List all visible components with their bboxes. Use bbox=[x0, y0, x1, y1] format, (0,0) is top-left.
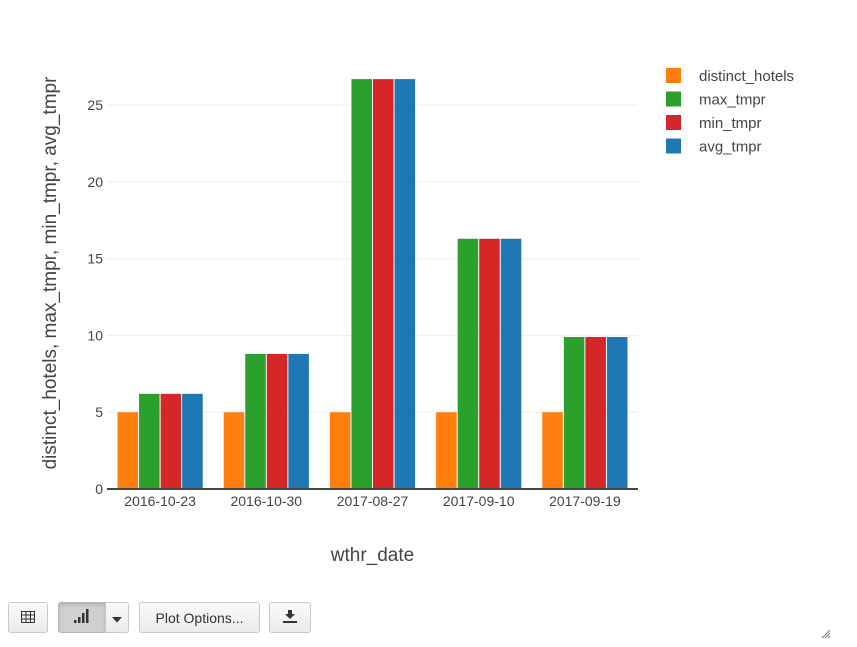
bar-max-tmpr[interactable] bbox=[457, 238, 479, 489]
download-button[interactable] bbox=[269, 602, 311, 633]
legend-swatch[interactable] bbox=[666, 91, 681, 107]
bar-max-tmpr[interactable] bbox=[139, 393, 160, 489]
plot-options-label: Plot Options... bbox=[155, 609, 244, 626]
legend-label[interactable]: avg_tmpr bbox=[699, 139, 762, 156]
x-tick-label: 2017-09-10 bbox=[443, 493, 515, 509]
bar-min-tmpr[interactable] bbox=[266, 353, 288, 489]
legend-swatch[interactable] bbox=[666, 138, 681, 154]
bar-max-tmpr[interactable] bbox=[351, 79, 372, 489]
bar-chart: 0 5 10 15 20 25 2016-10-23 2016-10-30 2017-08-2… bbox=[40, 68, 794, 566]
bar-min-tmpr[interactable] bbox=[585, 337, 606, 489]
bar-distinct-hotels[interactable] bbox=[436, 412, 457, 489]
x-tick-label: 2017-09-19 bbox=[549, 493, 621, 509]
legend[interactable]: distinct_hotels max_tmpr min_tmpr avg_tmpr bbox=[666, 68, 794, 156]
download-icon bbox=[283, 609, 297, 626]
bar-distinct-hotels[interactable] bbox=[329, 412, 351, 489]
table-icon bbox=[21, 610, 35, 626]
chart-view-button[interactable] bbox=[58, 602, 106, 633]
bar-min-tmpr[interactable] bbox=[160, 393, 182, 489]
chart-type-dropdown[interactable] bbox=[105, 602, 129, 633]
y-tick-labels: 0 5 10 15 20 25 bbox=[87, 97, 103, 497]
bar-min-tmpr[interactable] bbox=[479, 238, 500, 489]
bar-avg-tmpr[interactable] bbox=[288, 353, 309, 489]
legend-swatch[interactable] bbox=[666, 115, 681, 130]
y-tick-label: 15 bbox=[87, 251, 103, 267]
x-tick-label: 2016-10-30 bbox=[230, 493, 302, 509]
bar-avg-tmpr[interactable] bbox=[500, 238, 522, 489]
resize-grip-icon[interactable] bbox=[821, 626, 831, 639]
legend-label[interactable]: max_tmpr bbox=[699, 92, 766, 109]
y-tick-label: 10 bbox=[87, 327, 103, 343]
bars bbox=[117, 79, 628, 489]
y-tick-label: 5 bbox=[95, 404, 103, 420]
legend-swatch[interactable] bbox=[666, 68, 681, 83]
plot-options-button[interactable]: Plot Options... bbox=[139, 602, 260, 633]
bar-distinct-hotels[interactable] bbox=[223, 412, 245, 489]
bar-max-tmpr[interactable] bbox=[245, 353, 266, 489]
y-axis-title: distinct_hotels, max_tmpr, min_tmpr, avg… bbox=[40, 76, 61, 469]
x-tick-label: 2016-10-23 bbox=[124, 493, 196, 509]
grid-lines bbox=[107, 104, 638, 413]
bar-distinct-hotels[interactable] bbox=[117, 412, 139, 489]
bar-distinct-hotels[interactable] bbox=[542, 412, 563, 489]
x-tick-labels: 2016-10-23 2016-10-30 2017-08-27 2017-09-10… bbox=[124, 493, 621, 509]
x-axis-title: wthr_date bbox=[330, 545, 414, 566]
bar-chart-icon bbox=[74, 609, 90, 626]
y-tick-label: 20 bbox=[87, 174, 103, 190]
y-tick-label: 0 bbox=[95, 481, 103, 497]
bar-max-tmpr[interactable] bbox=[563, 337, 585, 489]
y-tick-label: 25 bbox=[87, 97, 103, 113]
bar-avg-tmpr[interactable] bbox=[394, 79, 416, 489]
x-tick-label: 2017-08-27 bbox=[337, 493, 409, 509]
bar-avg-tmpr[interactable] bbox=[606, 337, 628, 489]
table-view-button[interactable] bbox=[8, 602, 48, 633]
bar-min-tmpr[interactable] bbox=[373, 79, 394, 489]
legend-label[interactable]: min_tmpr bbox=[699, 115, 762, 132]
caret-down-icon bbox=[112, 610, 122, 626]
legend-label[interactable]: distinct_hotels bbox=[699, 68, 794, 85]
bar-avg-tmpr[interactable] bbox=[182, 393, 203, 489]
